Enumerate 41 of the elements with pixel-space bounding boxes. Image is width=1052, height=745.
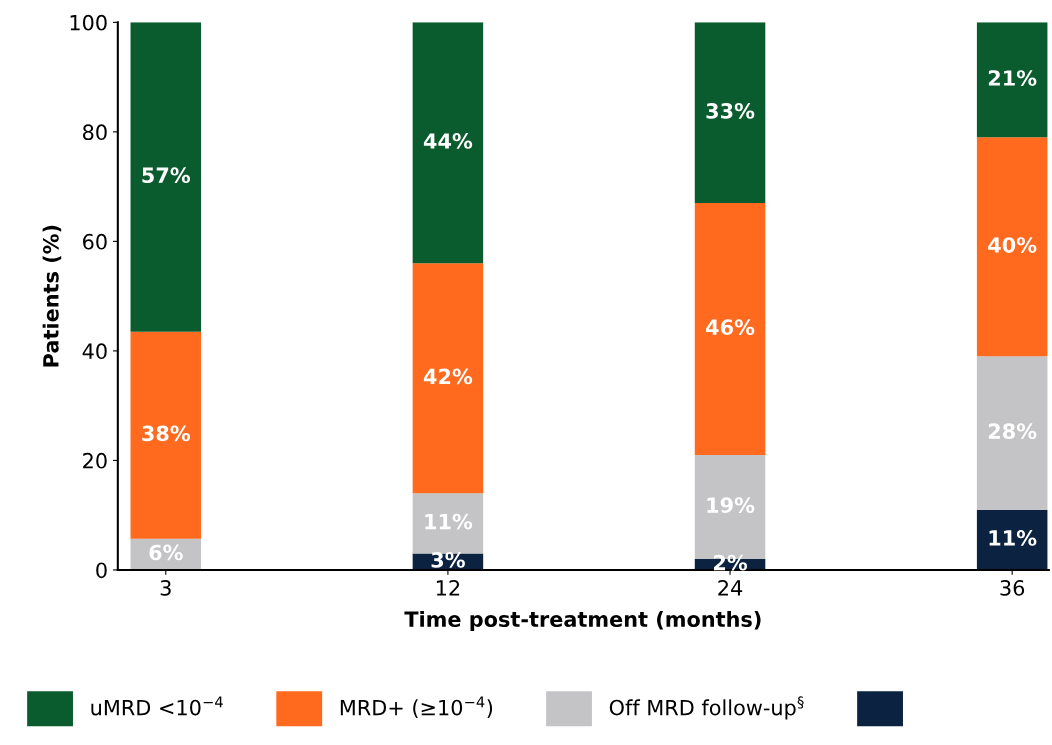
data-label: 21% — [988, 70, 1037, 86]
data-label: 11% — [989, 530, 1037, 546]
x-tick-label: 12 — [436, 580, 460, 596]
y-tick-label: 60 — [83, 233, 107, 250]
bar — [976, 22, 1048, 138]
x-tick-label: 36 — [1000, 580, 1025, 596]
data-label: 33% — [706, 102, 755, 119]
bar — [976, 509, 1048, 570]
data-label: 19% — [707, 497, 755, 513]
data-label: 2% — [714, 554, 748, 571]
data-label: 6% — [149, 544, 183, 561]
data-label: 57% — [142, 167, 191, 184]
y-tick-label: 20 — [83, 452, 107, 469]
data-label: 11% — [425, 513, 473, 530]
data-label: 44% — [423, 133, 473, 149]
bar — [694, 22, 766, 204]
bar — [976, 356, 1048, 510]
x-tick-label: 3 — [160, 580, 171, 596]
bar — [130, 22, 202, 332]
data-label: 3% — [431, 552, 465, 568]
bar — [412, 263, 484, 494]
data-label: 42% — [423, 368, 473, 385]
data-label: 40% — [988, 237, 1037, 253]
y-tick-label: 100 — [70, 14, 107, 31]
y-tick-label: 80 — [83, 124, 107, 141]
bar — [412, 493, 484, 554]
bar — [976, 137, 1048, 357]
data-label: 38% — [142, 425, 191, 442]
x-axis-title: Time post-treatment (months) — [404, 610, 761, 632]
legend-label: MRD+ (≥10$^{−4}$) — [340, 696, 493, 718]
bar — [694, 203, 766, 455]
data-label: 28% — [988, 423, 1037, 440]
x-tick-label: 24 — [718, 580, 743, 596]
y-tick-label: 0 — [96, 562, 107, 579]
y-tick-label: 40 — [82, 343, 107, 360]
bar — [130, 331, 202, 539]
bar — [412, 22, 484, 264]
data-label: 46% — [706, 319, 755, 336]
legend-label: uMRD <10$^{−4}$ — [91, 696, 223, 716]
legend-label: Off MRD follow-up$^{§}$ — [609, 696, 804, 720]
y-axis-title: Patients (%) — [42, 225, 62, 367]
